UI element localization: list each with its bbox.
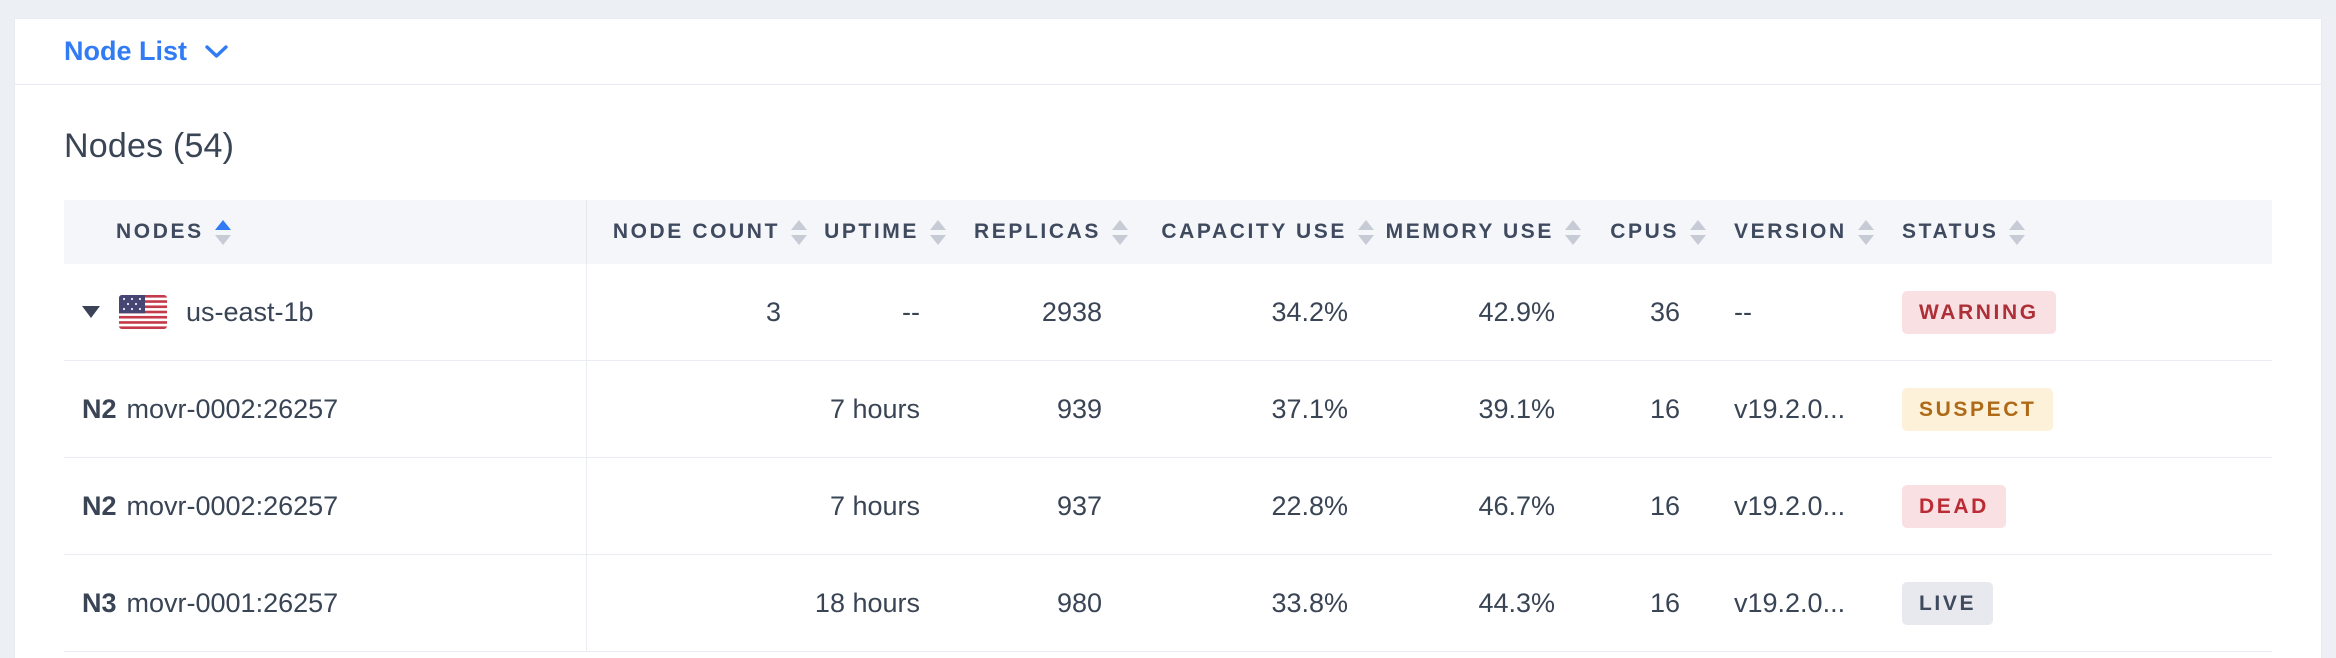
cell-uptime: 7 hours <box>829 393 920 424</box>
us-flag-icon <box>119 295 167 329</box>
cell-status: LIVE <box>1886 555 2272 651</box>
cell-version: v19.2.0... <box>1734 587 1846 618</box>
cell-version: v19.2.0... <box>1734 490 1846 521</box>
nodes-content: Nodes (54) NODES NODE COUNT UPTIME REPLI… <box>15 127 2321 652</box>
sort-icon <box>791 219 807 245</box>
sort-icon <box>1857 219 1874 245</box>
cell-capacity-use: 33.8% <box>1271 587 1348 618</box>
sort-icon <box>2009 219 2026 245</box>
node-name-cell: N2 movr-0002:26257 <box>64 458 587 554</box>
sort-icon <box>214 219 231 245</box>
column-header-label: CAPACITY USE <box>1161 220 1347 243</box>
cell-version: v19.2.0... <box>1734 393 1846 424</box>
cell-capacity-use: 22.8% <box>1271 490 1348 521</box>
region-name: us-east-1b <box>186 296 314 327</box>
view-switcher-bar: Node List <box>15 19 2321 85</box>
cell-memory-use: 46.7% <box>1478 490 1555 521</box>
cell-cpus: 16 <box>1649 393 1680 424</box>
column-header-label: NODES <box>116 220 204 243</box>
node-list-card: Node List Nodes (54) NODES NODE COUNT UP… <box>14 18 2322 658</box>
collapse-caret-icon[interactable] <box>82 306 100 318</box>
cell-version: -- <box>1734 296 1752 327</box>
column-header-label: STATUS <box>1902 220 1999 243</box>
cell-memory-use: 44.3% <box>1478 587 1555 618</box>
cell-capacity-use: 34.2% <box>1271 296 1348 327</box>
nodes-table: NODES NODE COUNT UPTIME REPLICAS CAPACIT… <box>64 200 2272 652</box>
chevron-down-icon <box>205 44 228 58</box>
page-title: Nodes (54) <box>64 127 235 165</box>
sort-icon <box>1690 219 1706 245</box>
node-name-cell: N2 movr-0002:26257 <box>64 361 587 457</box>
cell-status: WARNING <box>1886 264 2272 360</box>
status-badge: SUSPECT <box>1902 387 2054 431</box>
cell-memory-use: 42.9% <box>1478 296 1555 327</box>
column-header-status[interactable]: STATUS <box>1886 200 2272 264</box>
column-header-replicas[interactable]: REPLICAS <box>958 200 1140 264</box>
node-list-dropdown[interactable]: Node List <box>64 36 228 67</box>
cell-cpus: 16 <box>1649 490 1680 521</box>
cell-node-count <box>587 555 819 651</box>
column-header-capacity-use[interactable]: CAPACITY USE <box>1140 200 1386 264</box>
cell-uptime: 18 hours <box>814 587 920 618</box>
node-row[interactable]: N2 movr-0002:26257 7 hours 937 22.8% 46.… <box>64 458 2272 555</box>
node-row[interactable]: N3 movr-0001:26257 18 hours 980 33.8% 44… <box>64 555 2272 652</box>
node-address: movr-0001:26257 <box>126 587 339 618</box>
cell-capacity-use: 37.1% <box>1271 393 1348 424</box>
node-address: movr-0002:26257 <box>126 490 339 521</box>
region-row[interactable]: us-east-1b 3 -- 2938 34.2% 42.9% 36 -- W… <box>64 264 2272 361</box>
node-row[interactable]: N2 movr-0002:26257 7 hours 939 37.1% 39.… <box>64 361 2272 458</box>
node-address: movr-0002:26257 <box>126 393 339 424</box>
cell-uptime: 7 hours <box>829 490 920 521</box>
node-list-dropdown-label: Node List <box>64 36 188 66</box>
status-badge: WARNING <box>1902 290 2056 334</box>
column-header-label: NODE COUNT <box>612 220 780 243</box>
cell-replicas: 980 <box>1056 587 1102 618</box>
node-id: N3 <box>82 587 117 618</box>
cell-cpus: 16 <box>1649 587 1680 618</box>
cell-status: SUSPECT <box>1886 361 2272 457</box>
node-id: N2 <box>82 490 117 521</box>
cell-node-count <box>587 361 819 457</box>
column-header-version[interactable]: VERSION <box>1718 200 1886 264</box>
status-badge: LIVE <box>1902 581 1994 625</box>
cell-cpus: 36 <box>1649 296 1680 327</box>
sort-icon <box>1358 219 1374 245</box>
column-header-cpus[interactable]: CPUS <box>1593 200 1718 264</box>
node-id: N2 <box>82 393 117 424</box>
column-header-label: MEMORY USE <box>1385 220 1554 243</box>
cell-status: DEAD <box>1886 458 2272 554</box>
status-badge: DEAD <box>1902 484 2006 528</box>
cell-uptime: -- <box>902 296 920 327</box>
region-cell: us-east-1b <box>64 264 587 360</box>
column-header-node-count[interactable]: NODE COUNT <box>587 200 819 264</box>
cell-node-count: 3 <box>765 296 781 327</box>
cell-memory-use: 39.1% <box>1478 393 1555 424</box>
sort-icon <box>930 219 946 245</box>
sort-icon <box>1565 219 1581 245</box>
sort-icon <box>1112 219 1128 245</box>
column-header-label: VERSION <box>1734 220 1847 243</box>
column-header-uptime[interactable]: UPTIME <box>819 200 958 264</box>
column-header-label: CPUS <box>1610 220 1679 243</box>
column-header-memory-use[interactable]: MEMORY USE <box>1386 200 1593 264</box>
cell-node-count <box>587 458 819 554</box>
cell-replicas: 939 <box>1056 393 1102 424</box>
column-header-label: UPTIME <box>824 220 919 243</box>
cell-replicas: 2938 <box>1041 296 1102 327</box>
column-header-label: REPLICAS <box>974 220 1101 243</box>
cell-replicas: 937 <box>1056 490 1102 521</box>
node-name-cell: N3 movr-0001:26257 <box>64 555 587 651</box>
column-header-nodes[interactable]: NODES <box>64 200 587 264</box>
table-header-row: NODES NODE COUNT UPTIME REPLICAS CAPACIT… <box>64 200 2272 264</box>
